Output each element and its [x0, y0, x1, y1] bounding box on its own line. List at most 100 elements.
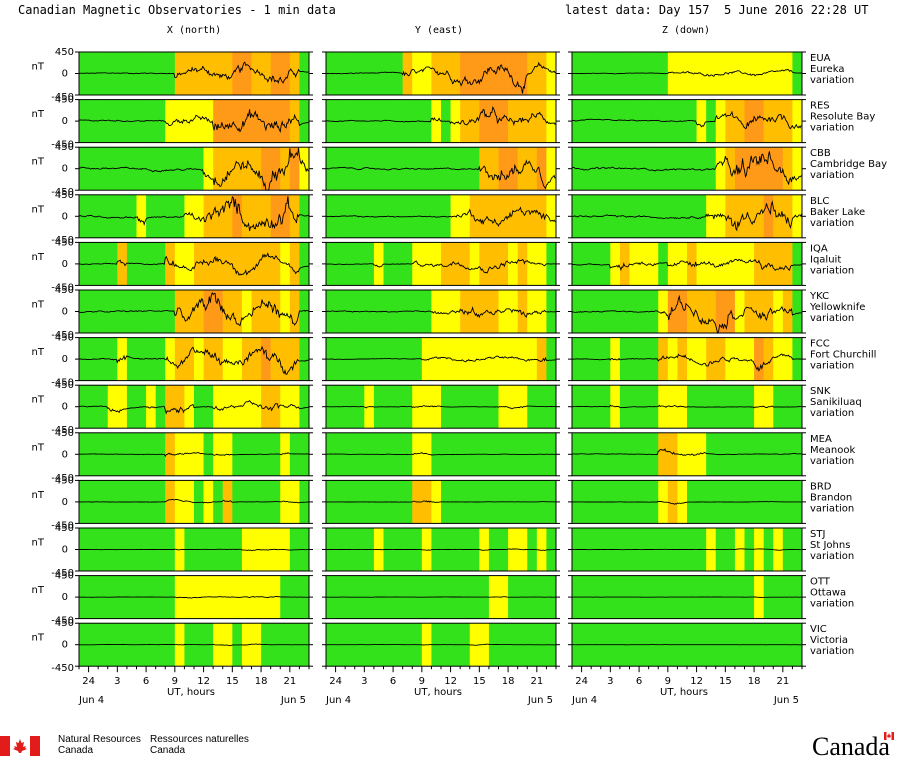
activity-cell	[460, 99, 471, 143]
station-name: Yellowknife	[809, 302, 865, 313]
activity-cell	[203, 337, 214, 381]
panel-fcc-y	[322, 337, 560, 382]
panel-ykc-y	[322, 289, 560, 334]
panel-snk-z	[568, 384, 806, 429]
panel-ott-z	[568, 575, 806, 620]
station-name: Meanook	[810, 445, 855, 456]
activity-cell	[706, 337, 717, 381]
activity-cell	[431, 337, 442, 381]
variation-trace	[79, 643, 310, 647]
y-tick-label-min: -450	[51, 140, 74, 151]
x-tick-label: 15	[226, 676, 239, 687]
activity-cell	[299, 52, 310, 95]
y-unit-label: nT	[32, 633, 45, 644]
activity-cell	[421, 385, 432, 429]
activity-cell	[469, 194, 480, 238]
activity-cell	[648, 242, 659, 286]
activity-cell	[658, 290, 669, 333]
activity-cell	[469, 147, 480, 191]
y-tick-label-max: 450	[55, 285, 74, 296]
station-suffix: variation	[810, 123, 854, 134]
activity-cell	[299, 290, 310, 333]
department-en-line-2: Canada	[58, 745, 94, 756]
variation-trace	[326, 596, 556, 598]
activity-cell	[222, 194, 233, 238]
panel-iqa-z	[568, 241, 806, 286]
activity-cell	[431, 290, 442, 333]
activity-cell	[222, 52, 233, 95]
activity-cell	[792, 290, 803, 333]
activity-cell	[508, 194, 518, 238]
station-suffix: variation	[810, 503, 854, 514]
activity-cell	[773, 290, 784, 333]
station-name: Ottawa	[810, 588, 846, 599]
activity-cell	[280, 337, 291, 381]
activity-cell	[715, 147, 726, 191]
activity-cell	[421, 480, 432, 524]
y-tick-label-zero: 0	[62, 307, 68, 318]
activity-cell	[213, 290, 224, 333]
activity-cell	[773, 99, 784, 143]
department-name-english: Natural Resources Canada	[58, 734, 141, 756]
activity-cell	[421, 337, 432, 381]
panel-vic-y	[322, 622, 560, 667]
activity-cell	[715, 194, 726, 238]
activity-cell	[165, 385, 176, 429]
activity-cell	[460, 52, 471, 95]
activity-cell	[98, 194, 109, 238]
activity-cell	[299, 99, 310, 143]
activity-cell	[213, 52, 224, 95]
variation-trace	[325, 206, 557, 227]
activity-cell	[194, 147, 204, 191]
y-tick-label-min: -450	[51, 616, 74, 627]
activity-cell	[658, 385, 669, 429]
station-code: BLC	[810, 196, 829, 207]
activity-cell	[213, 242, 224, 286]
station-code: BRD	[810, 481, 832, 492]
activity-cell	[508, 290, 518, 333]
station-name: Sanikiluaq	[810, 397, 862, 408]
activity-cell	[696, 242, 707, 286]
activity-cell	[744, 290, 755, 333]
activity-cell	[715, 290, 726, 333]
panel-res-y	[322, 99, 560, 144]
activity-cell	[79, 385, 89, 429]
activity-cell	[469, 337, 480, 381]
activity-cell	[450, 337, 461, 381]
activity-cell	[517, 52, 528, 95]
activity-cell	[536, 99, 547, 143]
panel-cbb-x	[75, 146, 313, 191]
x-end-date: Jun 5	[280, 695, 306, 706]
activity-cell	[479, 99, 490, 143]
activity-cell	[527, 385, 538, 429]
activity-cell	[393, 147, 403, 191]
variation-trace	[78, 399, 310, 415]
activity-cell	[251, 52, 262, 95]
activity-cell	[725, 290, 736, 333]
activity-cell	[450, 99, 461, 143]
y-tick-label-min: -450	[51, 378, 74, 389]
activity-cell	[98, 337, 109, 381]
station-suffix: variation	[810, 218, 854, 229]
variation-trace	[325, 105, 557, 127]
y-tick-label-min: -450	[51, 663, 74, 674]
activity-cell	[383, 147, 394, 191]
activity-cell	[241, 385, 252, 429]
y-tick-label-max: 450	[55, 475, 74, 486]
activity-cell	[232, 242, 243, 286]
x-tick-label: 24	[329, 676, 342, 687]
activity-cell	[763, 337, 774, 381]
y-tick-label-zero: 0	[62, 211, 68, 222]
y-tick-label-max: 450	[55, 571, 74, 582]
activity-cell	[431, 52, 442, 95]
activity-cell	[289, 242, 300, 286]
activity-cell	[299, 147, 310, 191]
activity-cell	[289, 337, 300, 381]
variation-trace	[326, 452, 556, 456]
variation-trace	[79, 595, 310, 599]
x-tick-label: 18	[255, 676, 268, 687]
activity-cell	[251, 623, 262, 667]
station-code: IQA	[810, 243, 828, 254]
activity-cell	[280, 194, 291, 238]
activity-cell	[194, 99, 204, 143]
